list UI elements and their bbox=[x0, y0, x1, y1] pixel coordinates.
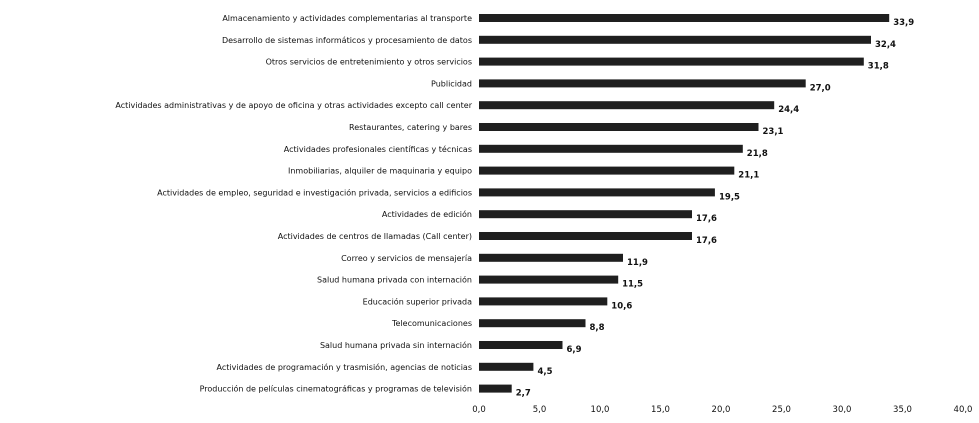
value-label: 11,5 bbox=[622, 280, 643, 290]
bar bbox=[479, 101, 775, 110]
bar bbox=[479, 275, 619, 284]
bar bbox=[479, 297, 608, 306]
value-label: 17,6 bbox=[696, 214, 717, 224]
category-label: Salud humana privada sin internación bbox=[320, 340, 472, 350]
category-label: Telecomunicaciones bbox=[391, 319, 472, 328]
bar bbox=[479, 232, 692, 240]
category-label: Otros servicios de entretenimiento y otr… bbox=[266, 58, 472, 67]
bar bbox=[479, 14, 890, 22]
bar bbox=[479, 253, 623, 262]
category-labels: Almacenamiento y actividades complementa… bbox=[115, 14, 472, 394]
bar bbox=[479, 341, 563, 349]
value-label: 31,8 bbox=[868, 62, 889, 72]
category-label: Actividades de empleo, seguridad e inves… bbox=[157, 187, 472, 197]
category-label: Actividades profesionales científicas y … bbox=[284, 144, 472, 154]
bar bbox=[479, 319, 586, 328]
bars-layer bbox=[479, 14, 890, 393]
x-axis-ticks: 0,0 5,0 10,0 15,0 20,0 25,0 30,0 35,0 40,0 bbox=[472, 405, 972, 415]
value-label: 32,4 bbox=[875, 40, 896, 50]
category-label: Actividades administrativas y de apoyo d… bbox=[115, 101, 472, 110]
bar bbox=[479, 384, 512, 393]
x-tick-label: 0,0 bbox=[472, 405, 486, 415]
value-label: 2,7 bbox=[516, 389, 531, 399]
x-tick-label: 35,0 bbox=[893, 405, 912, 415]
value-label: 11,9 bbox=[627, 258, 648, 268]
value-label: 21,8 bbox=[747, 149, 768, 159]
bar bbox=[479, 362, 534, 371]
value-label: 4,5 bbox=[538, 367, 553, 377]
bar bbox=[479, 57, 864, 66]
x-tick-label: 40,0 bbox=[954, 405, 973, 415]
value-label: 24,4 bbox=[778, 105, 799, 115]
bar bbox=[479, 166, 735, 175]
category-label: Desarrollo de sistemas informáticos y pr… bbox=[222, 36, 472, 45]
category-label: Salud humana privada con internación bbox=[317, 275, 472, 285]
category-label: Actividades de programación y trasmisión… bbox=[217, 362, 472, 372]
x-tick-label: 10,0 bbox=[591, 405, 610, 415]
x-tick-label: 5,0 bbox=[533, 405, 547, 415]
category-label: Correo y servicios de mensajería bbox=[341, 254, 472, 263]
category-label: Actividades de centros de llamadas (Call… bbox=[278, 232, 472, 241]
value-label: 8,8 bbox=[590, 323, 605, 333]
category-label: Actividades de edición bbox=[382, 209, 472, 219]
value-label: 33,9 bbox=[893, 18, 914, 28]
value-label: 19,5 bbox=[719, 192, 740, 202]
value-labels: 33,9 32,4 31,8 27,0 24,4 23,1 21,8 21,1 19,5 17,6… bbox=[516, 18, 915, 399]
x-tick-label: 30,0 bbox=[833, 405, 852, 415]
value-label: 27,0 bbox=[810, 83, 831, 93]
value-label: 6,9 bbox=[567, 345, 582, 355]
category-label: Restaurantes, catering y bares bbox=[349, 123, 472, 132]
category-label: Inmobiliarias, alquiler de maquinaria y … bbox=[288, 167, 472, 176]
x-tick-label: 25,0 bbox=[772, 405, 791, 415]
bar bbox=[479, 210, 692, 219]
bar bbox=[479, 35, 871, 44]
x-tick-label: 15,0 bbox=[651, 405, 670, 415]
value-label: 23,1 bbox=[763, 127, 784, 137]
bar bbox=[479, 123, 759, 131]
bar bbox=[479, 79, 806, 88]
bar bbox=[479, 144, 743, 153]
value-label: 17,6 bbox=[696, 236, 717, 246]
x-tick-label: 20,0 bbox=[712, 405, 731, 415]
value-label: 21,1 bbox=[738, 171, 759, 181]
category-label: Educación superior privada bbox=[363, 296, 472, 306]
category-label: Almacenamiento y actividades complementa… bbox=[222, 14, 472, 23]
category-label: Producción de películas cinematográficas… bbox=[200, 384, 472, 394]
category-label: Publicidad bbox=[431, 79, 472, 88]
value-label: 10,6 bbox=[611, 301, 632, 311]
bar bbox=[479, 188, 715, 197]
